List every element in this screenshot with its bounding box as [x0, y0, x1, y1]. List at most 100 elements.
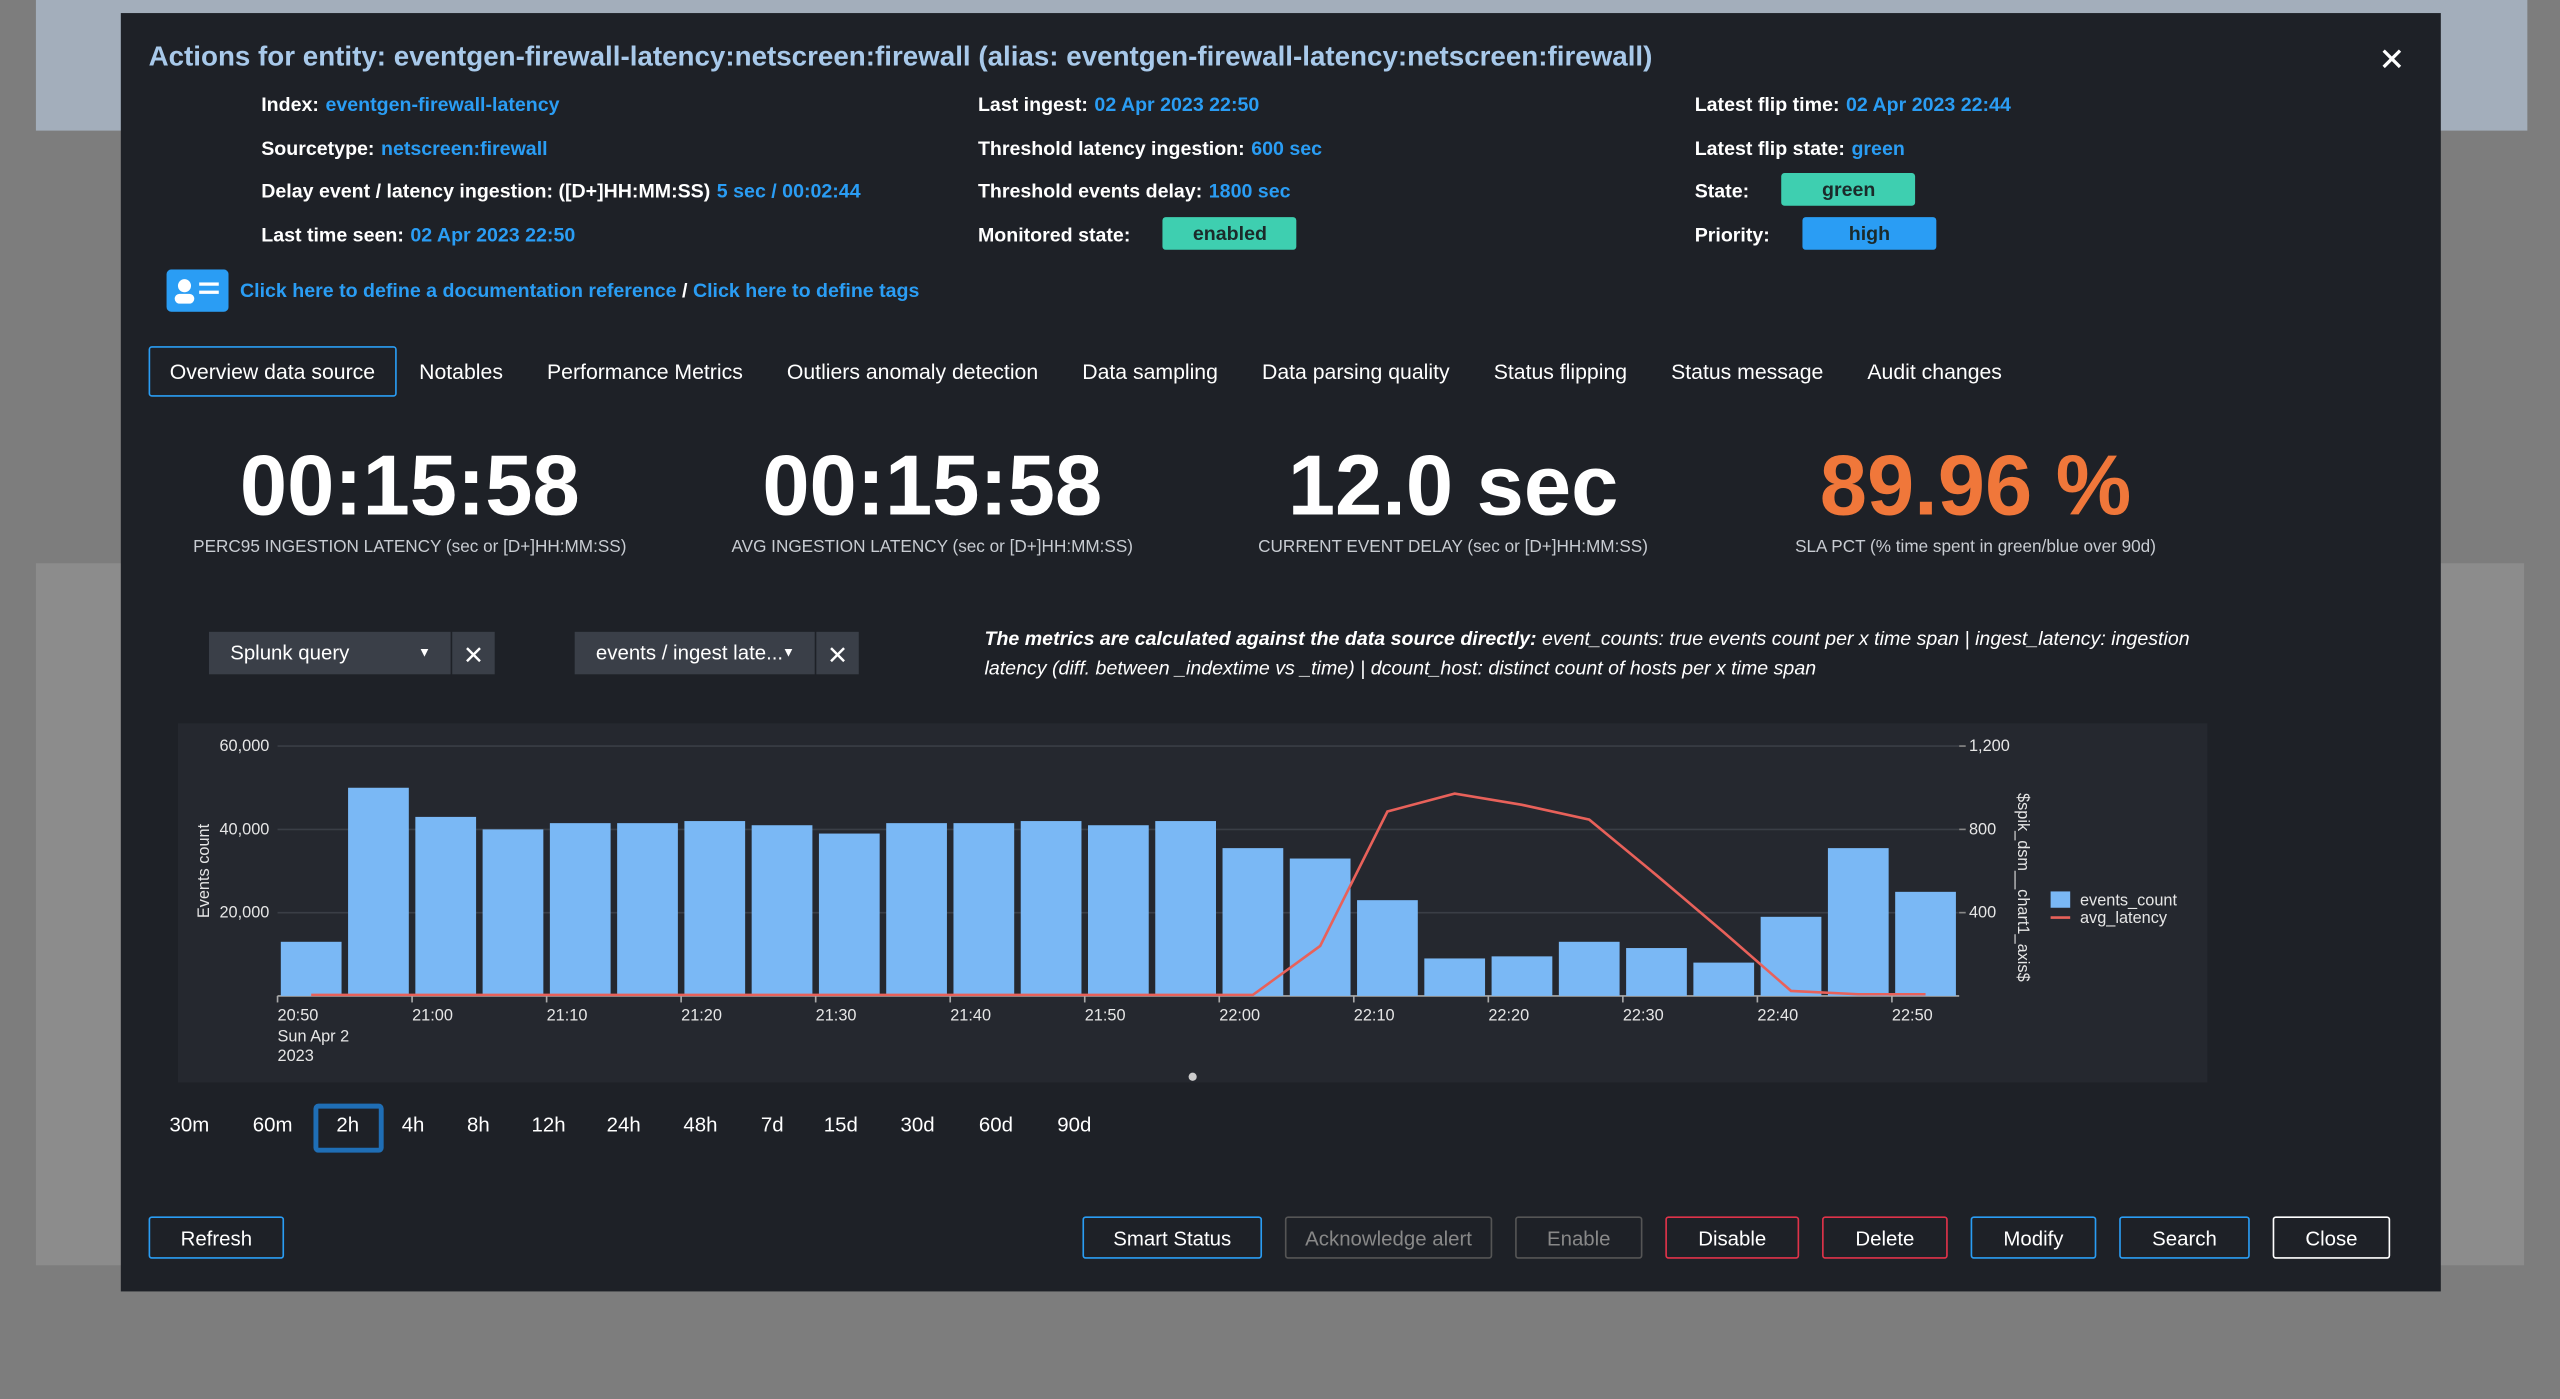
- dropdown-caret[interactable]: ▼: [782, 644, 795, 660]
- bar: [617, 823, 678, 996]
- button[interactable]: Modify: [1970, 1216, 2097, 1259]
- kpi-label: CURRENT EVENT DELAY (sec or [D+]HH:MM:SS…: [1258, 537, 1648, 557]
- button[interactable]: Close: [2272, 1216, 2391, 1259]
- tab[interactable]: Data parsing quality: [1262, 359, 1450, 384]
- time-range[interactable]: 8h: [467, 1113, 490, 1137]
- tab[interactable]: Audit changes: [1867, 359, 2002, 384]
- field-value[interactable]: 1800 sec: [1208, 179, 1291, 203]
- legend-swatch: [2050, 891, 2071, 908]
- range-active-box[interactable]: [313, 1103, 384, 1153]
- time-range[interactable]: 24h: [606, 1113, 641, 1137]
- time-range[interactable]: 4h: [401, 1113, 425, 1137]
- field-label: Delay event / latency ingestion: ([D+]HH…: [261, 179, 711, 203]
- bar: [751, 825, 813, 996]
- field-label: Index:: [261, 93, 319, 116]
- bar: [1020, 821, 1082, 996]
- y2-tick-label: 400: [1969, 904, 1996, 922]
- button[interactable]: Search: [2119, 1216, 2250, 1259]
- field-value[interactable]: 02 Apr 2023 22:50: [410, 222, 576, 246]
- bar: [1222, 848, 1284, 996]
- bar: [1491, 956, 1553, 996]
- field-label: Threshold events delay:: [977, 179, 1203, 203]
- dropdown[interactable]: Splunk query: [208, 631, 451, 675]
- time-range[interactable]: 12h: [531, 1113, 566, 1137]
- doc-link[interactable]: Click here to define a documentation ref…: [239, 279, 677, 303]
- bar: [1087, 825, 1149, 996]
- separator: /: [682, 279, 688, 303]
- dropdown-caret[interactable]: ▼: [417, 644, 431, 660]
- bar: [348, 787, 409, 996]
- field-value[interactable]: 600 sec: [1251, 136, 1323, 160]
- bar: [549, 823, 611, 996]
- field-value[interactable]: eventgen-firewall-latency: [325, 93, 560, 116]
- tab[interactable]: Outliers anomaly detection: [786, 359, 1039, 384]
- x-tick-label: 21:50: [1085, 1006, 1126, 1024]
- x-tick-label: 21:40: [950, 1006, 991, 1024]
- x-tick-label: 22:10: [1354, 1006, 1395, 1024]
- button[interactable]: Delete: [1822, 1216, 1948, 1259]
- button[interactable]: Disable: [1665, 1216, 1800, 1259]
- bar: [1760, 916, 1822, 996]
- pager-dot[interactable]: [1188, 1072, 1197, 1081]
- close-icon[interactable]: [2382, 49, 2402, 69]
- bar: [415, 816, 477, 996]
- x-tick-label: 21:20: [681, 1006, 722, 1024]
- legend-label: avg_latency: [2080, 909, 2168, 927]
- tab[interactable]: Notables: [419, 359, 503, 384]
- button[interactable]: Acknowledge alert: [1284, 1216, 1493, 1259]
- dropdown-clear[interactable]: [452, 631, 495, 675]
- dropdown[interactable]: events / ingest late...: [574, 631, 815, 675]
- button[interactable]: Refresh: [148, 1216, 285, 1259]
- time-range[interactable]: 60d: [978, 1113, 1013, 1137]
- x-tick-label: 21:10: [547, 1006, 588, 1024]
- x-tick-label: 21:00: [412, 1006, 453, 1024]
- field-label: Monitored state:: [977, 222, 1131, 246]
- metrics-note: The metrics are calculated against the d…: [984, 624, 2200, 683]
- field-value[interactable]: netscreen:firewall: [380, 136, 548, 160]
- bar: [1357, 900, 1418, 996]
- y-axis-title: Events count: [195, 823, 213, 918]
- button[interactable]: Smart Status: [1082, 1216, 1263, 1259]
- tab[interactable]: Status flipping: [1493, 359, 1628, 384]
- time-range[interactable]: 15d: [823, 1113, 858, 1137]
- doc-icon[interactable]: [166, 269, 229, 312]
- y-tick-label: 40,000: [219, 820, 269, 838]
- tab[interactable]: Performance Metrics: [547, 359, 743, 384]
- y2-axis-title: $spik_dsm__chart1_axis$: [2014, 793, 2032, 982]
- bar: [280, 941, 342, 996]
- time-range[interactable]: 60m: [252, 1113, 293, 1137]
- kpi-label: AVG INGESTION LATENCY (sec or [D+]HH:MM:…: [731, 537, 1133, 557]
- time-range[interactable]: 30m: [169, 1113, 210, 1137]
- bar: [953, 823, 1015, 996]
- time-range[interactable]: 90d: [1057, 1113, 1092, 1137]
- kpi-value: 89.96 %: [1819, 439, 2132, 534]
- field-value[interactable]: 5 sec / 00:02:44: [716, 179, 861, 203]
- bar: [1626, 948, 1687, 996]
- note-bold: The metrics are calculated against the d…: [984, 626, 1537, 650]
- tab[interactable]: Data sampling: [1082, 359, 1218, 384]
- kpi-label: SLA PCT (% time spent in green/blue over…: [1795, 537, 2156, 557]
- field-value[interactable]: green: [1851, 136, 1905, 160]
- tab[interactable]: Status message: [1671, 359, 1824, 384]
- time-range[interactable]: 30d: [900, 1113, 935, 1137]
- kpi-value: 12.0 sec: [1287, 439, 1619, 534]
- field-label: Priority:: [1694, 222, 1770, 246]
- time-range[interactable]: 2h: [336, 1113, 360, 1137]
- time-range[interactable]: 7d: [760, 1113, 784, 1137]
- field-label: Sourcetype:: [261, 136, 375, 160]
- field-label: Latest flip state:: [1694, 136, 1845, 160]
- button[interactable]: Enable: [1515, 1216, 1643, 1259]
- field-value[interactable]: 02 Apr 2023 22:44: [1846, 93, 2011, 116]
- bar: [1895, 891, 1956, 996]
- time-range[interactable]: 48h: [683, 1113, 718, 1137]
- tags-link[interactable]: Click here to define tags: [692, 279, 920, 303]
- field-label: Last time seen:: [261, 222, 404, 246]
- field-value[interactable]: 02 Apr 2023 22:50: [1094, 93, 1260, 116]
- y-tick-label: 20,000: [219, 904, 269, 922]
- kpi-value: 00:15:58: [239, 439, 580, 534]
- x-tick-label: 22:40: [1757, 1006, 1798, 1024]
- y-tick-label: 60,000: [219, 737, 269, 755]
- tab[interactable]: Overview data source: [148, 346, 397, 397]
- dropdown-clear[interactable]: [816, 631, 859, 675]
